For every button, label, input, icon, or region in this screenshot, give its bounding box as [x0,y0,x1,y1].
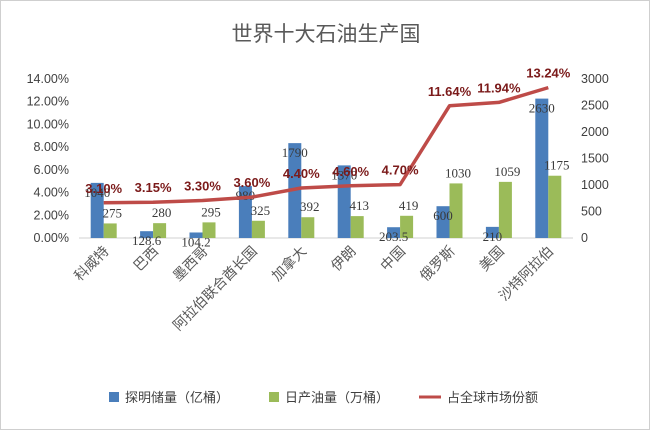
legend-reserves-label: 探明储量（亿桶） [125,391,229,406]
bar-production-label: 392 [300,199,320,214]
line-point-label: 3.60% [233,175,270,190]
bar-production [202,222,216,238]
x-category-label: 墨西哥 [170,244,211,285]
bar-reserves [140,231,154,238]
bar-production [301,217,315,238]
bar-production-label: 1030 [445,165,471,180]
bar-reserves-label: 2630 [529,101,555,116]
bar-production-label: 275 [102,205,122,220]
bar-production [350,216,364,238]
x-category-label: 俄罗斯 [417,244,458,285]
y-right-tick-label: 500 [581,205,602,219]
bar-production-label: 280 [152,205,172,220]
y-right-tick-label: 0 [581,231,588,245]
x-category-label: 阿拉伯联合酋长国 [170,243,261,334]
line-point-label: 3.15% [135,180,172,195]
x-category-label: 加拿大 [268,243,310,285]
bar-reserves-label: 1040 [84,185,110,200]
legend-production-swatch [269,392,279,402]
bar-production-label: 295 [201,204,221,219]
legend-production-label: 日产油量（万桶） [285,391,389,406]
line-point-label: 4.40% [283,166,320,181]
x-category-label: 科威特 [72,244,113,285]
y-right-tick-label: 2500 [581,99,609,113]
line-point-label: 3.30% [184,179,221,194]
line-point-label: 4.70% [382,163,419,178]
line-point-label: 11.64% [428,84,472,99]
y-left-tick-label: 14.00% [27,72,69,86]
y-left-tick-label: 8.00% [34,140,69,154]
bar-production-label: 419 [399,198,419,213]
bar-reserves [387,227,401,238]
bar-production [153,223,167,238]
y-right-tick-label: 2000 [581,125,609,139]
y-left-tick-label: 12.00% [27,95,69,109]
bar-reserves-label: 104.2 [181,234,210,249]
bar-production [498,181,512,238]
line-point-label: 13.24% [526,66,571,81]
bar-reserves [535,98,549,238]
bar-reserves [485,226,499,238]
y-right-tick-label: 1500 [581,152,609,166]
bar-reserves [337,165,351,238]
bar-production [400,215,414,238]
line-point-label: 3.10% [85,181,122,196]
bar-reserves [189,232,203,238]
x-category-label: 伊朗 [328,244,359,275]
bar-production [103,223,117,238]
bar-production-label: 325 [251,203,271,218]
x-category-label: 美国 [477,244,508,275]
line-market-share [103,85,549,205]
bar-production [548,175,562,238]
chart-title: 世界十大石油生产国 [232,22,421,46]
line-point-label: 4.60% [332,164,369,179]
bar-production-label: 413 [349,198,369,213]
x-category-label: 中国 [378,244,409,275]
bar-reserves-label: 1790 [282,145,308,160]
y-right-tick-label: 1000 [581,178,609,192]
bar-production-label: 1059 [494,164,520,179]
bar-reserves [436,206,450,238]
bar-reserves-label: 203.5 [379,229,408,244]
bar-reserves-label: 600 [433,208,453,223]
y-left-tick-label: 2.00% [34,208,69,222]
legend-reserves-swatch [109,392,119,402]
y-left-tick-label: 10.00% [27,117,69,131]
bar-production [251,220,265,238]
y-left-tick-label: 6.00% [34,163,69,177]
line-point-label: 11.94% [477,80,521,95]
bar-reserves-label: 128.6 [132,233,162,248]
bar-reserves [90,182,104,238]
y-left-tick-label: 4.00% [34,186,69,200]
y-right-tick-label: 3000 [581,72,609,86]
legend-market-share-label: 占全球市场份额 [447,390,538,406]
bar-production-label: 1175 [544,158,570,173]
y-left-tick-label: 0.00% [34,231,69,245]
bar-reserves-label: 210 [483,229,503,244]
bar-production [449,183,463,238]
bar-reserves-label: 1370 [331,167,357,182]
